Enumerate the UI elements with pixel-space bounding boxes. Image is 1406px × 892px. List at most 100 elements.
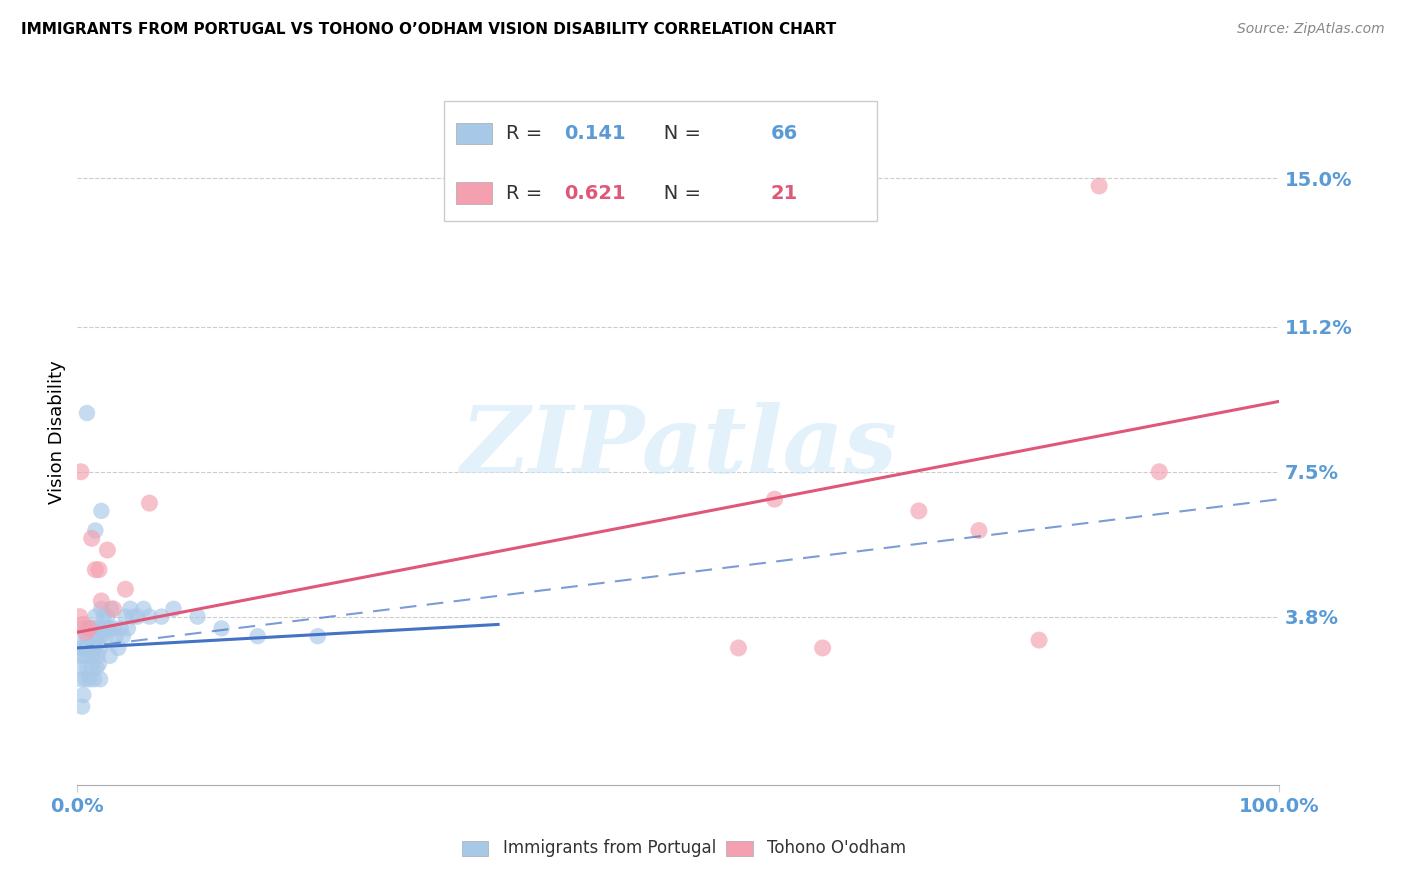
- Point: [96, 609, 118, 624]
- Point: [96, 543, 118, 558]
- Point: [75, 673, 97, 687]
- Point: [90, 601, 112, 615]
- Point: [246, 629, 269, 643]
- FancyBboxPatch shape: [456, 183, 492, 203]
- FancyBboxPatch shape: [463, 840, 488, 856]
- Point: [79, 640, 101, 655]
- Text: 21: 21: [770, 184, 799, 202]
- Point: [90, 594, 112, 608]
- Point: [727, 640, 749, 655]
- Point: [132, 601, 155, 615]
- Point: [80, 660, 103, 674]
- Point: [70, 465, 93, 479]
- Text: ZIPatlas: ZIPatlas: [460, 401, 897, 491]
- Point: [69, 609, 91, 624]
- Point: [110, 621, 132, 635]
- Point: [89, 640, 111, 655]
- Point: [104, 629, 127, 643]
- Point: [89, 673, 111, 687]
- Point: [79, 621, 101, 635]
- Point: [69, 660, 91, 674]
- Point: [70, 673, 93, 687]
- Point: [94, 621, 117, 635]
- Point: [162, 601, 184, 615]
- Text: Immigrants from Portugal: Immigrants from Portugal: [503, 839, 716, 857]
- Point: [70, 699, 93, 714]
- Text: 0.141: 0.141: [564, 124, 626, 143]
- Point: [67, 648, 90, 663]
- Text: 66: 66: [770, 124, 799, 143]
- Point: [97, 621, 120, 635]
- Text: N =: N =: [645, 124, 707, 143]
- Point: [117, 621, 139, 635]
- Point: [77, 621, 100, 635]
- Point: [79, 621, 101, 635]
- Point: [70, 640, 93, 655]
- Point: [87, 657, 110, 671]
- Text: 0.621: 0.621: [564, 184, 626, 202]
- Point: [79, 673, 101, 687]
- Point: [72, 688, 94, 702]
- Point: [107, 640, 129, 655]
- Point: [86, 629, 108, 643]
- Text: R =: R =: [506, 124, 548, 143]
- Point: [120, 601, 142, 615]
- Point: [1149, 465, 1171, 479]
- Point: [79, 640, 101, 655]
- Point: [186, 609, 209, 624]
- Text: IMMIGRANTS FROM PORTUGAL VS TOHONO O’ODHAM VISION DISABILITY CORRELATION CHART: IMMIGRANTS FROM PORTUGAL VS TOHONO O’ODH…: [21, 22, 837, 37]
- Text: Tohono O'odham: Tohono O'odham: [768, 839, 907, 857]
- Point: [82, 621, 104, 635]
- Point: [150, 609, 173, 624]
- Point: [80, 532, 103, 546]
- Point: [82, 648, 104, 663]
- Point: [211, 621, 233, 635]
- Point: [111, 629, 134, 643]
- Point: [93, 609, 115, 624]
- Point: [87, 563, 110, 577]
- Point: [72, 617, 94, 632]
- Point: [73, 621, 96, 635]
- Point: [98, 648, 121, 663]
- Point: [138, 609, 160, 624]
- Point: [1088, 178, 1111, 194]
- Point: [307, 629, 329, 643]
- Text: R =: R =: [506, 184, 548, 202]
- Point: [86, 660, 108, 674]
- Point: [103, 621, 125, 635]
- Point: [87, 629, 110, 643]
- Point: [121, 609, 143, 624]
- Point: [1028, 633, 1050, 648]
- Point: [127, 609, 149, 624]
- Point: [96, 629, 118, 643]
- Point: [75, 640, 97, 655]
- Point: [90, 629, 112, 643]
- Point: [75, 625, 97, 640]
- Point: [114, 582, 136, 597]
- Point: [91, 621, 114, 635]
- Point: [763, 492, 786, 507]
- Point: [967, 524, 990, 538]
- Point: [72, 633, 94, 648]
- Text: Source: ZipAtlas.com: Source: ZipAtlas.com: [1237, 22, 1385, 37]
- Point: [87, 621, 110, 635]
- Point: [90, 504, 112, 518]
- Point: [84, 524, 107, 538]
- Point: [83, 673, 105, 687]
- Point: [83, 640, 105, 655]
- Text: N =: N =: [645, 184, 707, 202]
- Point: [84, 609, 107, 624]
- Point: [114, 609, 136, 624]
- FancyBboxPatch shape: [727, 840, 754, 856]
- Point: [80, 640, 103, 655]
- Point: [76, 660, 98, 674]
- Point: [73, 648, 96, 663]
- Point: [76, 633, 98, 648]
- Point: [103, 601, 125, 615]
- FancyBboxPatch shape: [444, 102, 877, 221]
- FancyBboxPatch shape: [456, 122, 492, 144]
- Point: [811, 640, 834, 655]
- Y-axis label: Vision Disability: Vision Disability: [48, 360, 66, 505]
- Point: [138, 496, 160, 510]
- Point: [87, 648, 110, 663]
